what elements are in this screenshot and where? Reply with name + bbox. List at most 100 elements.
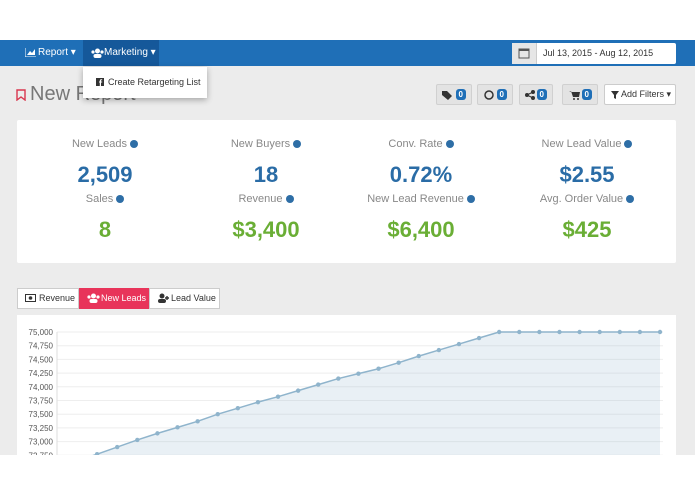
metric-label-text: Revenue [238,193,283,205]
help-icon[interactable] [466,195,475,204]
y-tick-label: 73,000 [29,438,54,447]
point [135,437,140,443]
nav-bar: Report ▾ Marketing ▾ Jul 13, 2015 - Aug … [0,40,695,66]
calendar-icon [512,43,537,64]
point [356,371,361,376]
date-range: Jul 13, 2015 - Aug 12, 2015 [543,48,654,58]
shares-count: 0 [536,89,547,100]
help-icon[interactable] [626,195,635,204]
point [416,353,421,359]
report-menu[interactable]: Report ▾ [12,40,80,66]
point [436,347,442,353]
y-tick-label: 74,000 [29,383,54,392]
metric-value: $2.55 [559,162,615,187]
chart-icon [25,48,36,57]
metric-label: New Buyers [186,138,346,150]
point [175,425,180,430]
metric-label-text: Avg. Order Value [539,193,624,205]
point [155,431,160,436]
help-icon[interactable] [624,140,633,149]
metric-value: $3,400 [232,217,300,242]
metric-label-text: New Leads [71,138,128,150]
users-icon [91,48,104,58]
metric-label: New Leads [25,138,185,150]
date-picker[interactable]: Jul 13, 2015 - Aug 12, 2015 [512,43,676,64]
marketing-menu[interactable]: Marketing ▾ [83,40,159,66]
tab-label: New Leads [101,293,147,303]
menu-item[interactable]: Create Retargeting List [108,77,201,87]
point [376,366,381,371]
metric-value: 2,509 [77,162,133,187]
metric-value: 8 [98,217,112,242]
help-icon[interactable] [445,140,454,149]
point [496,329,502,335]
metric-value: $425 [562,217,612,242]
views-button[interactable]: 0 [477,84,513,105]
metric-label-text: Sales [85,193,114,205]
point [577,329,582,335]
point [637,329,643,335]
facebook-icon [96,78,104,86]
point [537,329,542,335]
lead-value-tab[interactable]: Lead Value [149,288,220,309]
metric-label: New Lead Value [507,138,667,150]
dropdown-menu: Create Retargeting List [83,67,207,98]
help-icon[interactable] [293,140,302,149]
help-icon[interactable] [130,140,139,149]
tags-count: 0 [455,89,466,100]
line [76,331,660,462]
metrics-panel: New Leads 2,509 New Buyers 18 Conv. Rate 0.72… [17,120,676,263]
tab-label: Lead Value [171,293,216,303]
point [657,329,663,335]
chart-panel: 72,750 73,000 73,250 73,500 73,750 74,000 74,2… [17,315,676,469]
metric-label: Sales [25,193,185,205]
y-tick-label: 74,250 [29,369,54,378]
point [617,329,622,335]
tab-label: Revenue [39,293,76,303]
y-tick-label: 72,750 [29,451,54,455]
point [456,341,462,347]
cart-button[interactable]: 0 [562,84,598,105]
tags-button[interactable]: 0 [436,84,472,105]
metric-label-text: Conv. Rate [388,138,443,150]
add-filters-label: Add Filters [621,89,665,99]
point [336,376,341,381]
shares-button[interactable]: 0 [519,84,553,105]
area [77,332,660,469]
point [255,399,261,405]
add-filters-button[interactable]: Add Filters ▾ [604,84,676,105]
help-icon[interactable] [285,195,294,204]
metric-label-text: New Buyers [230,138,291,150]
point [597,329,602,335]
point [215,412,220,417]
point [195,419,200,424]
cart-count: 0 [581,89,592,100]
help-icon[interactable] [116,195,125,204]
report-label: Report [38,47,69,58]
revenue-tab[interactable]: Revenue [17,288,79,309]
metric-label: New Lead Revenue [341,193,501,205]
metric-label: Avg. Order Value [507,193,667,205]
metric-value: 0.72% [389,162,453,187]
y-tick-label: 73,500 [29,410,54,419]
y-tick-label: 74,750 [29,342,54,351]
point [275,394,281,399]
point [517,329,522,335]
point [557,329,562,335]
point [295,388,301,393]
metric-label: Revenue [186,193,346,205]
new-leads-tab[interactable]: New Leads [79,288,149,309]
chart: 72,750 73,000 73,250 73,500 73,750 74,000 74,2… [29,328,663,469]
marketing-label: Marketing [104,47,148,58]
metric-value: $6,400 [387,217,455,242]
point [94,452,100,457]
y-tick-label: 73,750 [29,397,54,406]
y-tick-label: 75,000 [29,328,54,337]
metric-value: 18 [253,162,279,187]
bookmark-icon [16,89,26,101]
point [396,360,401,365]
metric-label: Conv. Rate [341,138,501,150]
point [235,405,241,411]
point [316,382,321,387]
